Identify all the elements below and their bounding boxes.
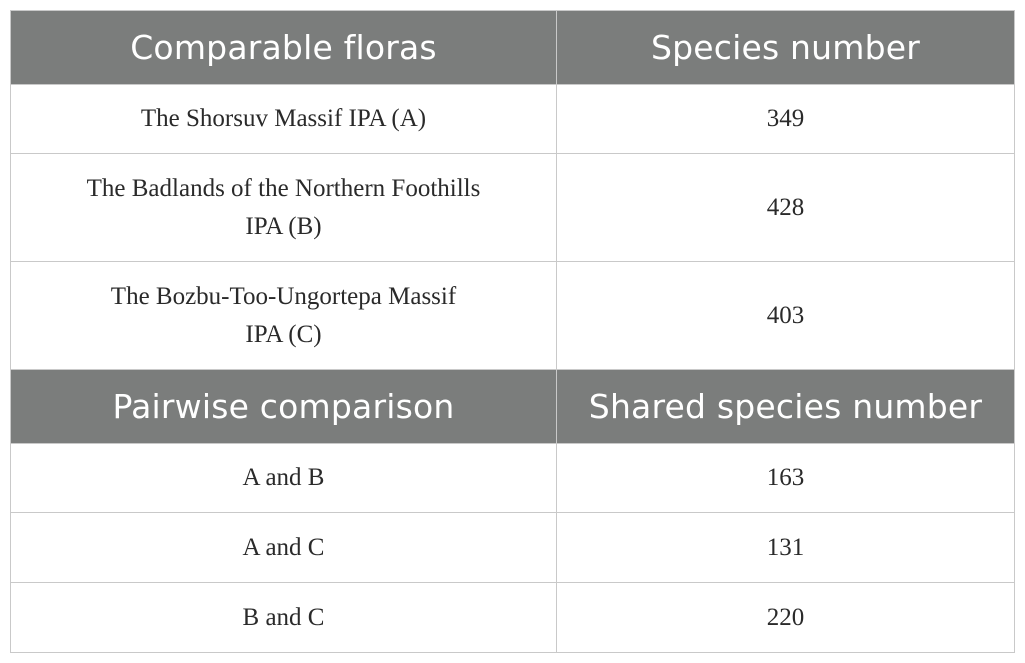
species-number-cell: 428 <box>556 153 1015 262</box>
shared-number-cell: 163 <box>556 443 1015 513</box>
header-species-number: Species number <box>556 10 1015 85</box>
section1-header-row: Comparable floras Species number <box>10 10 1015 85</box>
table-row: The Bozbu-Too-Ungortepa Massif IPA (C) 4… <box>10 261 1015 370</box>
flora-name-line: IPA (C) <box>245 320 322 348</box>
header-shared-species-number: Shared species number <box>556 369 1015 444</box>
table-row: The Badlands of the Northern Foothills I… <box>10 153 1015 262</box>
table-row: A and B 163 <box>10 443 1015 513</box>
flora-name-line: The Badlands of the Northern Foothills <box>86 174 481 202</box>
shared-number-cell: 220 <box>556 582 1015 653</box>
shared-number-cell: 131 <box>556 512 1015 583</box>
flora-name-line: The Bozbu-Too-Ungortepa Massif <box>110 282 457 310</box>
table-row: The Shorsuv Massif IPA (A) 349 <box>10 84 1015 154</box>
header-comparable-floras: Comparable floras <box>10 10 557 85</box>
species-number-cell: 403 <box>556 261 1015 370</box>
pair-cell: A and B <box>10 443 557 513</box>
table-row: A and C 131 <box>10 512 1015 583</box>
header-pairwise-comparison: Pairwise comparison <box>10 369 557 444</box>
flora-name-cell: The Bozbu-Too-Ungortepa Massif IPA (C) <box>10 261 557 370</box>
flora-comparison-table: Comparable floras Species number The Sho… <box>10 10 1015 653</box>
pair-cell: B and C <box>10 582 557 653</box>
flora-name-line: IPA (B) <box>245 212 322 240</box>
species-number-cell: 349 <box>556 84 1015 154</box>
table-row: B and C 220 <box>10 582 1015 653</box>
pair-cell: A and C <box>10 512 557 583</box>
flora-name-cell: The Shorsuv Massif IPA (A) <box>10 84 557 154</box>
section2-header-row: Pairwise comparison Shared species numbe… <box>10 369 1015 444</box>
flora-name-cell: The Badlands of the Northern Foothills I… <box>10 153 557 262</box>
